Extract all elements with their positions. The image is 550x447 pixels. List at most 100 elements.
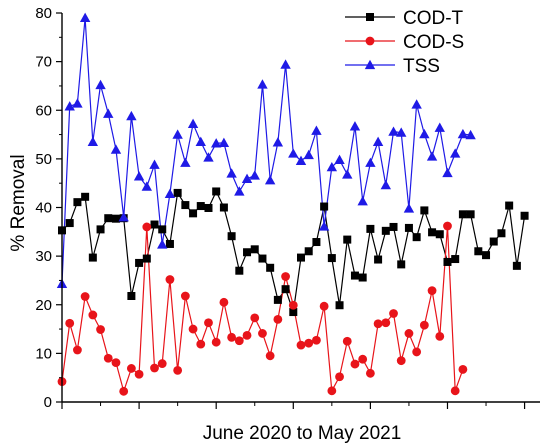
data-point-cod-s bbox=[458, 365, 468, 374]
data-point-cod-t bbox=[173, 188, 182, 197]
data-point-cod-s bbox=[296, 340, 306, 350]
data-point-cod-t bbox=[297, 253, 305, 262]
data-point-tss bbox=[126, 110, 137, 121]
data-point-cod-t bbox=[65, 219, 74, 228]
data-point-cod-t bbox=[443, 257, 452, 266]
data-point-tss bbox=[342, 169, 353, 179]
data-point-cod-t bbox=[142, 254, 151, 263]
legend-label: COD-S bbox=[403, 32, 464, 53]
data-point-tss bbox=[457, 128, 469, 139]
data-point-cod-s bbox=[288, 300, 298, 310]
data-point-cod-s bbox=[165, 275, 175, 284]
data-point-cod-s bbox=[250, 313, 260, 323]
data-point-tss bbox=[64, 101, 75, 111]
data-point-cod-s bbox=[227, 332, 237, 342]
series-markers bbox=[56, 12, 529, 396]
data-point-cod-t bbox=[258, 254, 267, 263]
data-point-cod-s bbox=[150, 363, 159, 373]
y-tick-label: 60 bbox=[35, 102, 52, 119]
data-point-cod-s bbox=[88, 310, 98, 320]
legend-label: COD-T bbox=[403, 8, 464, 29]
data-point-tss bbox=[403, 203, 415, 213]
data-point-cod-s bbox=[381, 318, 391, 328]
data-point-cod-t bbox=[458, 210, 467, 219]
data-point-tss bbox=[241, 173, 253, 183]
data-point-cod-t bbox=[520, 211, 529, 220]
data-point-cod-t bbox=[289, 308, 298, 317]
data-point-cod-s bbox=[350, 359, 360, 369]
axes bbox=[56, 12, 540, 409]
data-point-cod-t bbox=[266, 263, 275, 272]
data-point-cod-s bbox=[80, 292, 90, 301]
data-point-tss bbox=[133, 171, 145, 181]
data-point-tss bbox=[72, 98, 83, 108]
data-point-tss bbox=[326, 161, 338, 172]
data-point-cod-t bbox=[327, 254, 336, 263]
data-point-cod-t bbox=[420, 206, 429, 215]
data-point-cod-s bbox=[173, 365, 183, 375]
data-point-tss bbox=[141, 181, 153, 191]
data-point-tss bbox=[365, 157, 376, 167]
data-point-cod-s bbox=[65, 318, 75, 328]
series-lines bbox=[61, 17, 526, 394]
data-point-tss bbox=[164, 188, 176, 199]
data-point-cod-t bbox=[389, 222, 398, 231]
data-point-cod-t bbox=[150, 220, 159, 229]
data-point-cod-s bbox=[126, 364, 136, 373]
data-point-cod-t bbox=[88, 253, 97, 262]
data-point-tss bbox=[203, 152, 214, 162]
data-point-tss bbox=[95, 79, 106, 90]
data-point-cod-t bbox=[474, 247, 483, 256]
y-tick-label: 0 bbox=[44, 394, 52, 411]
data-point-cod-t bbox=[111, 214, 120, 223]
data-point-cod-s bbox=[450, 386, 460, 396]
data-point-cod-t bbox=[158, 225, 167, 234]
data-point-cod-t bbox=[104, 214, 113, 223]
data-point-cod-s bbox=[365, 368, 375, 378]
data-point-tss bbox=[411, 99, 422, 109]
data-point-cod-s bbox=[188, 324, 198, 334]
data-point-cod-t bbox=[81, 192, 90, 201]
data-point-tss bbox=[110, 144, 122, 154]
data-point-tss bbox=[272, 137, 284, 147]
data-point-cod-s bbox=[312, 335, 321, 345]
legend-marker bbox=[364, 59, 376, 70]
data-point-cod-t bbox=[165, 239, 174, 248]
data-point-cod-t bbox=[343, 235, 352, 244]
data-point-tss bbox=[187, 118, 199, 129]
data-point-cod-s bbox=[389, 309, 398, 318]
data-point-cod-t bbox=[366, 224, 375, 233]
data-point-tss bbox=[264, 175, 276, 185]
y-axis-title: % Removal bbox=[8, 154, 29, 251]
data-point-cod-s bbox=[412, 347, 422, 357]
data-point-tss bbox=[226, 168, 237, 178]
data-point-cod-s bbox=[119, 386, 129, 396]
data-point-cod-t bbox=[227, 232, 236, 241]
y-tick-label: 30 bbox=[35, 248, 52, 265]
data-point-cod-t bbox=[335, 301, 344, 310]
data-point-cod-t bbox=[412, 233, 421, 242]
y-tick-labels: 0 10 20 30 40 50 60 70 80 bbox=[35, 5, 52, 411]
y-tick-label: 70 bbox=[35, 54, 52, 71]
legend: COD-T COD-S TSS bbox=[345, 8, 464, 77]
data-point-cod-s bbox=[373, 319, 383, 329]
data-point-tss bbox=[234, 186, 245, 196]
data-point-cod-t bbox=[304, 247, 313, 256]
legend-item-cod-s: COD-S bbox=[345, 32, 464, 53]
data-point-cod-s bbox=[435, 331, 445, 341]
data-point-tss bbox=[396, 127, 407, 137]
data-point-tss bbox=[118, 212, 129, 222]
legend-label: TSS bbox=[403, 56, 440, 77]
data-point-cod-s bbox=[142, 222, 152, 232]
data-point-cod-s bbox=[404, 329, 414, 338]
data-point-cod-s bbox=[73, 345, 82, 355]
data-point-cod-t bbox=[204, 203, 213, 212]
y-tick-label: 50 bbox=[35, 151, 52, 168]
data-point-cod-s bbox=[204, 318, 213, 328]
data-point-tss bbox=[311, 125, 322, 135]
data-point-tss bbox=[388, 126, 399, 136]
data-point-cod-s bbox=[134, 369, 144, 379]
data-point-cod-t bbox=[320, 202, 329, 211]
data-point-cod-s bbox=[443, 221, 452, 231]
data-point-tss bbox=[419, 128, 430, 139]
